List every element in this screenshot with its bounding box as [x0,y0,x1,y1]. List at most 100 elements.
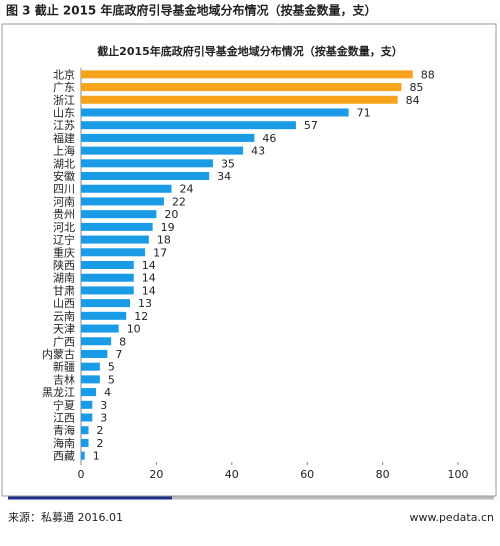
bar [81,83,402,92]
value-label: 43 [251,145,265,158]
y-tick-label: 江西 [53,412,75,425]
bar [81,172,210,181]
value-label: 4 [104,386,111,399]
value-label: 5 [108,373,115,386]
y-tick-label: 湖南 [53,272,75,285]
value-label: 88 [421,68,435,81]
value-label: 22 [172,195,186,208]
bar [81,146,244,155]
y-tick-label: 广西 [53,335,75,348]
bar [81,121,296,130]
y-tick-label: 四川 [53,183,75,196]
value-label: 46 [262,132,276,145]
value-label: 84 [406,94,420,107]
value-label: 17 [153,246,167,259]
value-label: 35 [221,157,235,170]
bar [81,311,127,320]
y-tick-label: 贵州 [53,208,75,221]
bar [81,210,157,219]
y-tick-label: 山东 [53,106,75,119]
x-tick-label: 80 [376,468,390,481]
x-tick-label: 100 [448,468,469,481]
value-label: 8 [119,335,126,348]
value-label: 3 [100,399,107,412]
bar [81,133,255,142]
value-label: 14 [142,259,156,272]
bar [81,324,119,333]
y-tick-label: 云南 [53,310,75,323]
x-tick-label: 0 [78,468,85,481]
bar [81,426,89,435]
y-tick-label: 黑龙江 [42,386,75,399]
y-tick-label: 江苏 [53,119,75,132]
bar [81,108,349,117]
y-tick-label: 浙江 [53,94,75,107]
y-tick-label: 内蒙古 [42,347,75,361]
bar [81,388,97,397]
source: 来源：私募通 2016.01 [8,510,123,524]
value-label: 13 [138,297,152,310]
bar [81,413,93,422]
value-label: 14 [142,272,156,285]
bar [81,95,398,104]
x-tick-label: 20 [149,468,163,481]
y-tick-label: 上海 [53,144,75,158]
value-label: 18 [157,234,171,247]
bar [81,273,134,282]
y-tick-label: 天津 [53,323,75,336]
value-label: 3 [100,412,107,425]
value-label: 20 [164,208,178,221]
chart-title: 截止2015年底政府引导基金地域分布情况（按基金数量，支） [97,44,403,58]
value-label: 57 [304,119,318,132]
bar [81,248,146,257]
bar [81,184,172,193]
y-tick-label: 北京 [53,67,75,81]
bar [81,362,100,371]
y-tick-label: 新疆 [53,360,75,374]
bar [81,451,85,460]
value-label: 2 [97,424,104,437]
bar [81,438,89,447]
site: www.pedata.cn [409,511,494,524]
value-label: 34 [217,170,231,183]
x-tick-label: 60 [300,468,314,481]
y-tick-label: 湖北 [53,157,75,170]
value-label: 71 [357,106,371,119]
y-tick-label: 福建 [53,131,75,145]
y-tick-label: 陕西 [53,258,75,272]
y-tick-label: 青海 [53,423,75,437]
bar [81,299,131,308]
bar [81,70,413,79]
value-label: 12 [134,310,148,323]
value-label: 2 [97,437,104,450]
bar [81,349,108,358]
bar [81,337,112,346]
bar [81,375,100,384]
bar [81,261,134,269]
y-tick-label: 吉林 [53,372,75,386]
x-tick-label: 40 [225,468,239,481]
y-tick-label: 西藏 [53,450,75,463]
value-label: 10 [127,323,141,336]
chart-frame [1,23,497,497]
y-tick-label: 辽宁 [53,233,75,247]
y-tick-label: 甘肃 [53,284,75,297]
y-tick-label: 安徽 [53,169,75,183]
value-label: 19 [161,221,175,234]
y-tick-label: 重庆 [53,245,75,259]
value-label: 5 [108,361,115,374]
y-tick-label: 广东 [53,81,75,94]
y-tick-label: 海南 [53,436,75,450]
bar [81,286,134,295]
y-tick-label: 宁夏 [53,398,75,412]
value-label: 1 [93,450,100,463]
value-label: 24 [179,183,193,196]
bar [81,235,149,244]
value-label: 7 [115,348,122,361]
value-label: 14 [142,284,156,297]
y-tick-label: 河南 [53,195,75,208]
bar [81,197,164,206]
bar [81,159,213,168]
bar [81,400,93,409]
